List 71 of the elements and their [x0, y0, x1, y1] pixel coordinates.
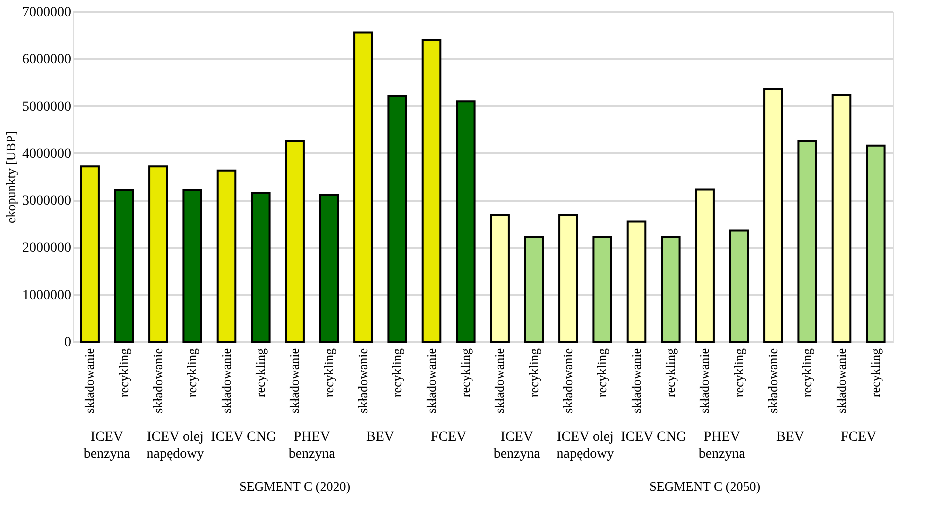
x-tick-label: składowanie	[355, 348, 370, 414]
x-tick-label: składowanie	[765, 348, 780, 414]
text: FCEV	[430, 430, 467, 445]
x-tick-label: recykling	[390, 348, 405, 398]
bar	[524, 236, 544, 343]
text: SEGMENT C (2050)	[650, 479, 761, 494]
bar	[832, 94, 852, 343]
y-tick-label: 2000000	[22, 241, 72, 256]
text: ICEV benzyna	[494, 430, 542, 462]
x-tick-label: recykling	[458, 348, 473, 398]
bar	[866, 144, 886, 343]
x-tick-label: recykling	[731, 348, 746, 398]
text: BEV	[366, 430, 394, 445]
x-tick-label: recykling	[662, 348, 678, 398]
bar	[114, 189, 134, 343]
text: FCEV	[840, 430, 877, 445]
bar	[285, 140, 305, 343]
bar	[148, 166, 168, 343]
x-tick-label: składowanie	[697, 348, 712, 414]
bar	[216, 170, 237, 343]
bar	[626, 220, 647, 343]
bar	[729, 230, 750, 343]
text: ICEV olej napędowy	[556, 430, 614, 462]
x-tick-label: recykling	[868, 348, 883, 398]
x-tick-label: składowanie	[287, 348, 302, 414]
x-tick-label: składowanie	[834, 348, 849, 414]
bar	[764, 88, 784, 343]
bar	[422, 39, 442, 343]
bar	[251, 192, 271, 343]
x-tick-label: recykling	[526, 348, 542, 398]
y-tick-label: 1000000	[22, 288, 72, 304]
y-tick-label: 4000000	[22, 146, 72, 162]
x-tick-label: recykling	[800, 348, 815, 398]
bar	[354, 32, 374, 343]
y-axis-title: ekopunkty [UBP]	[4, 131, 18, 224]
y-tick-label: 0	[64, 336, 72, 350]
bar	[388, 95, 408, 343]
bar	[182, 189, 202, 343]
x-tick-label: recykling	[116, 348, 132, 398]
bar	[798, 140, 818, 343]
x-tick-label: składowanie	[492, 348, 508, 414]
x-tick-label: recykling	[252, 348, 268, 398]
x-tick-label: składowanie	[150, 348, 166, 414]
x-tick-label: recykling	[321, 348, 336, 398]
y-tick-label: 6000000	[22, 52, 72, 68]
y-tick-label: 5000000	[22, 100, 72, 115]
bar	[558, 214, 578, 343]
bar	[490, 214, 510, 343]
text: ICEV CNG	[621, 430, 687, 445]
bar	[456, 100, 476, 343]
bar	[80, 166, 100, 343]
x-tick-label: składowanie	[424, 348, 439, 414]
text: PHEV benzyna	[288, 430, 336, 462]
y-tick-label: 7000000	[22, 6, 72, 20]
text: ICEV CNG	[211, 430, 277, 445]
text: PHEV benzyna	[698, 430, 746, 462]
bar	[661, 236, 681, 343]
text: SEGMENT C (2020)	[240, 479, 351, 494]
x-tick-label: recykling	[184, 348, 200, 398]
bar	[319, 194, 340, 343]
x-tick-label: składowanie	[82, 348, 98, 414]
text: ICEV olej napędowy	[146, 430, 204, 462]
x-tick-label: składowanie	[628, 348, 644, 414]
bar	[592, 236, 612, 343]
y-tick-label: 3000000	[22, 194, 72, 210]
x-tick-label: składowanie	[218, 348, 234, 414]
text: ICEV benzyna	[84, 430, 132, 462]
text: BEV	[776, 430, 804, 445]
x-tick-label: recykling	[594, 348, 610, 398]
bar	[695, 188, 715, 343]
x-tick-label: składowanie	[560, 348, 576, 414]
